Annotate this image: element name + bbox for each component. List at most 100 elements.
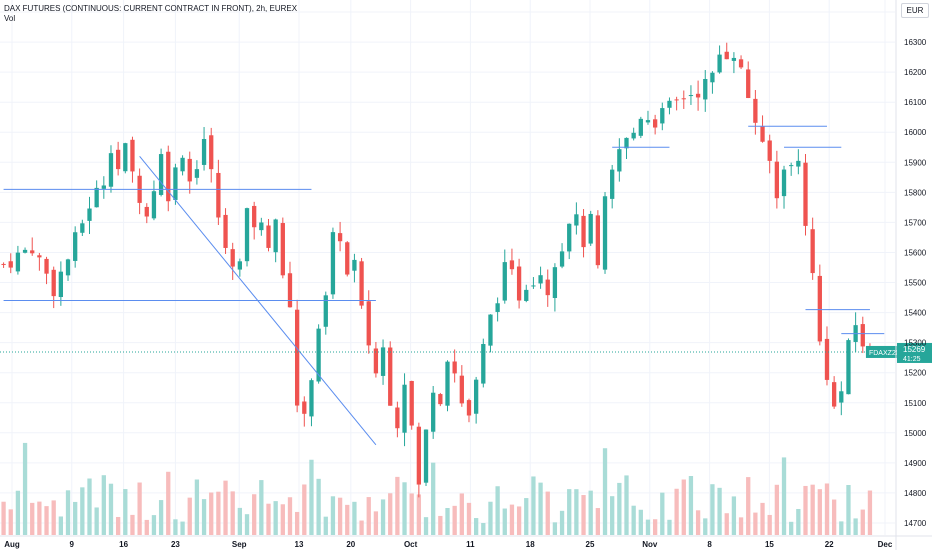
candle-body	[388, 347, 393, 406]
volume-indicator-label[interactable]: Vol	[4, 14, 16, 23]
x-tick-label: Oct	[404, 540, 418, 549]
candle-body	[767, 140, 772, 161]
candle-body	[94, 187, 99, 208]
y-tick-label: 14700	[904, 519, 927, 528]
candle-body	[259, 222, 264, 231]
volume-bar	[438, 515, 443, 535]
candle-body	[559, 251, 565, 267]
volume-bar	[352, 501, 357, 535]
volume-bar	[459, 493, 464, 535]
volume-bar	[645, 519, 651, 535]
candle-body	[158, 154, 164, 195]
y-tick-label: 15200	[904, 369, 927, 378]
x-tick-label: 25	[586, 540, 595, 549]
volume-bar	[244, 514, 250, 535]
volume-bar	[87, 478, 92, 535]
volume-bar	[853, 518, 858, 535]
y-tick-label: 15300	[904, 339, 927, 348]
candle-body	[567, 223, 572, 252]
volume-bar	[287, 497, 293, 535]
candle-body	[703, 79, 708, 100]
volume-bar	[574, 489, 579, 535]
candle-body	[438, 394, 443, 405]
candle-body	[617, 149, 622, 172]
candle-body	[352, 259, 357, 271]
volume-bar	[151, 515, 157, 535]
candle-body	[681, 98, 686, 100]
volume-bar	[466, 502, 472, 535]
candle-body	[287, 273, 293, 308]
volume-bar	[359, 520, 364, 535]
volume-bar	[22, 442, 28, 535]
candle-body	[473, 379, 479, 414]
volume-bar	[774, 484, 780, 535]
candle-body	[488, 314, 493, 346]
candle-body	[552, 267, 558, 299]
candle-body	[738, 59, 744, 68]
volume-bar	[187, 497, 192, 535]
candle-body	[624, 137, 629, 149]
currency-button[interactable]: EUR	[901, 3, 929, 18]
x-tick-label: 20	[346, 540, 355, 549]
x-tick-label: Dec	[878, 540, 893, 549]
volume-bar	[688, 476, 694, 535]
volume-bar	[309, 459, 314, 535]
volume-bar	[302, 484, 307, 535]
candle-body	[80, 223, 85, 233]
volume-bar	[674, 488, 679, 535]
volume-bar	[652, 519, 658, 535]
candle-body	[337, 233, 343, 242]
volume-bar	[731, 496, 737, 535]
volume-bar	[1, 501, 6, 535]
volume-bar	[867, 490, 873, 535]
candle-body	[22, 249, 28, 253]
candle-body	[803, 162, 808, 226]
x-tick-label: 16	[119, 540, 128, 549]
x-tick-label: 9	[70, 540, 75, 549]
candle-body	[37, 255, 42, 258]
y-tick-label: 16200	[904, 68, 927, 77]
volume-bar	[781, 457, 787, 535]
candle-body	[366, 301, 371, 346]
candle-body	[130, 139, 135, 172]
candle-body	[237, 261, 243, 270]
candle-body	[123, 143, 128, 172]
candle-body	[8, 261, 13, 268]
candle-body	[380, 347, 386, 376]
candle-body	[15, 252, 21, 272]
volume-bar	[617, 482, 622, 535]
y-tick-label: 16100	[904, 98, 927, 107]
volume-bar	[101, 475, 106, 535]
candle-body	[810, 229, 815, 274]
candle-body	[216, 172, 221, 218]
volume-bar	[273, 501, 278, 535]
volume-bar	[738, 517, 744, 535]
volume-bar	[409, 493, 414, 535]
x-tick-label: 11	[466, 540, 475, 549]
volume-bar	[8, 509, 13, 535]
volume-bar	[388, 493, 393, 535]
candle-body	[746, 69, 751, 99]
volume-bar	[667, 519, 672, 535]
candle-body	[230, 249, 235, 267]
candle-body	[423, 429, 429, 483]
volume-bar	[201, 499, 207, 535]
candle-body	[252, 205, 257, 228]
volume-bar	[108, 483, 114, 535]
y-tick-label: 15800	[904, 188, 927, 197]
volume-bar	[216, 491, 221, 535]
candle-body	[495, 303, 500, 312]
candle-body	[595, 215, 601, 266]
volume-bar	[65, 490, 71, 535]
volume-bar	[223, 480, 228, 535]
volume-bar	[123, 489, 128, 535]
volume-bar	[624, 475, 629, 535]
volume-bar	[481, 522, 486, 535]
volume-bar	[839, 521, 844, 535]
candle-body	[502, 262, 507, 301]
volume-bar	[80, 487, 85, 535]
candle-body	[201, 139, 207, 165]
candle-body	[445, 361, 450, 406]
